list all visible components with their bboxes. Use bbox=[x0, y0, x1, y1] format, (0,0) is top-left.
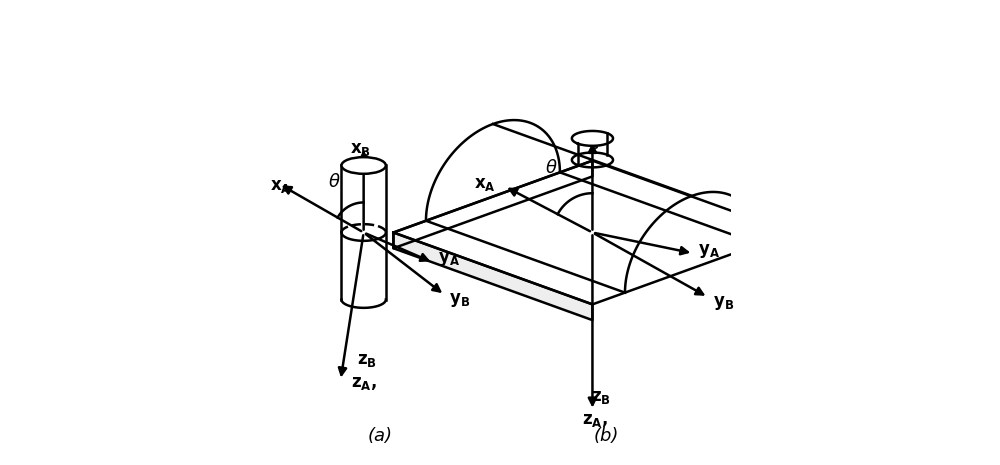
Polygon shape bbox=[393, 232, 592, 320]
Text: $\mathbf{x_B}$: $\mathbf{x_B}$ bbox=[350, 140, 371, 158]
Polygon shape bbox=[393, 160, 592, 248]
Text: $\mathbf{y_B}$: $\mathbf{y_B}$ bbox=[713, 294, 734, 312]
Text: $\mathbf{x_B}$: $\mathbf{x_B}$ bbox=[579, 133, 600, 151]
Text: $\mathbf{y_A}$: $\mathbf{y_A}$ bbox=[698, 242, 720, 260]
Text: $\mathbf{x_A}$: $\mathbf{x_A}$ bbox=[270, 177, 292, 195]
Text: (a): (a) bbox=[367, 427, 392, 445]
Text: $\mathbf{y_A}$: $\mathbf{y_A}$ bbox=[438, 250, 460, 268]
Polygon shape bbox=[572, 131, 613, 146]
Text: $\theta$: $\theta$ bbox=[328, 173, 341, 191]
Text: $\mathbf{y_B}$: $\mathbf{y_B}$ bbox=[449, 291, 470, 308]
Text: $\mathbf{x_A}$: $\mathbf{x_A}$ bbox=[474, 175, 496, 193]
Text: $\mathbf{z_B}$: $\mathbf{z_B}$ bbox=[591, 388, 611, 406]
Text: $\theta$: $\theta$ bbox=[545, 159, 557, 177]
Text: $\mathbf{z_A}$,: $\mathbf{z_A}$, bbox=[582, 411, 608, 429]
Ellipse shape bbox=[341, 157, 386, 174]
Text: $\mathbf{z_A}$,: $\mathbf{z_A}$, bbox=[351, 374, 377, 392]
Text: (b): (b) bbox=[594, 427, 619, 445]
Text: $\mathbf{z_B}$: $\mathbf{z_B}$ bbox=[357, 351, 377, 369]
